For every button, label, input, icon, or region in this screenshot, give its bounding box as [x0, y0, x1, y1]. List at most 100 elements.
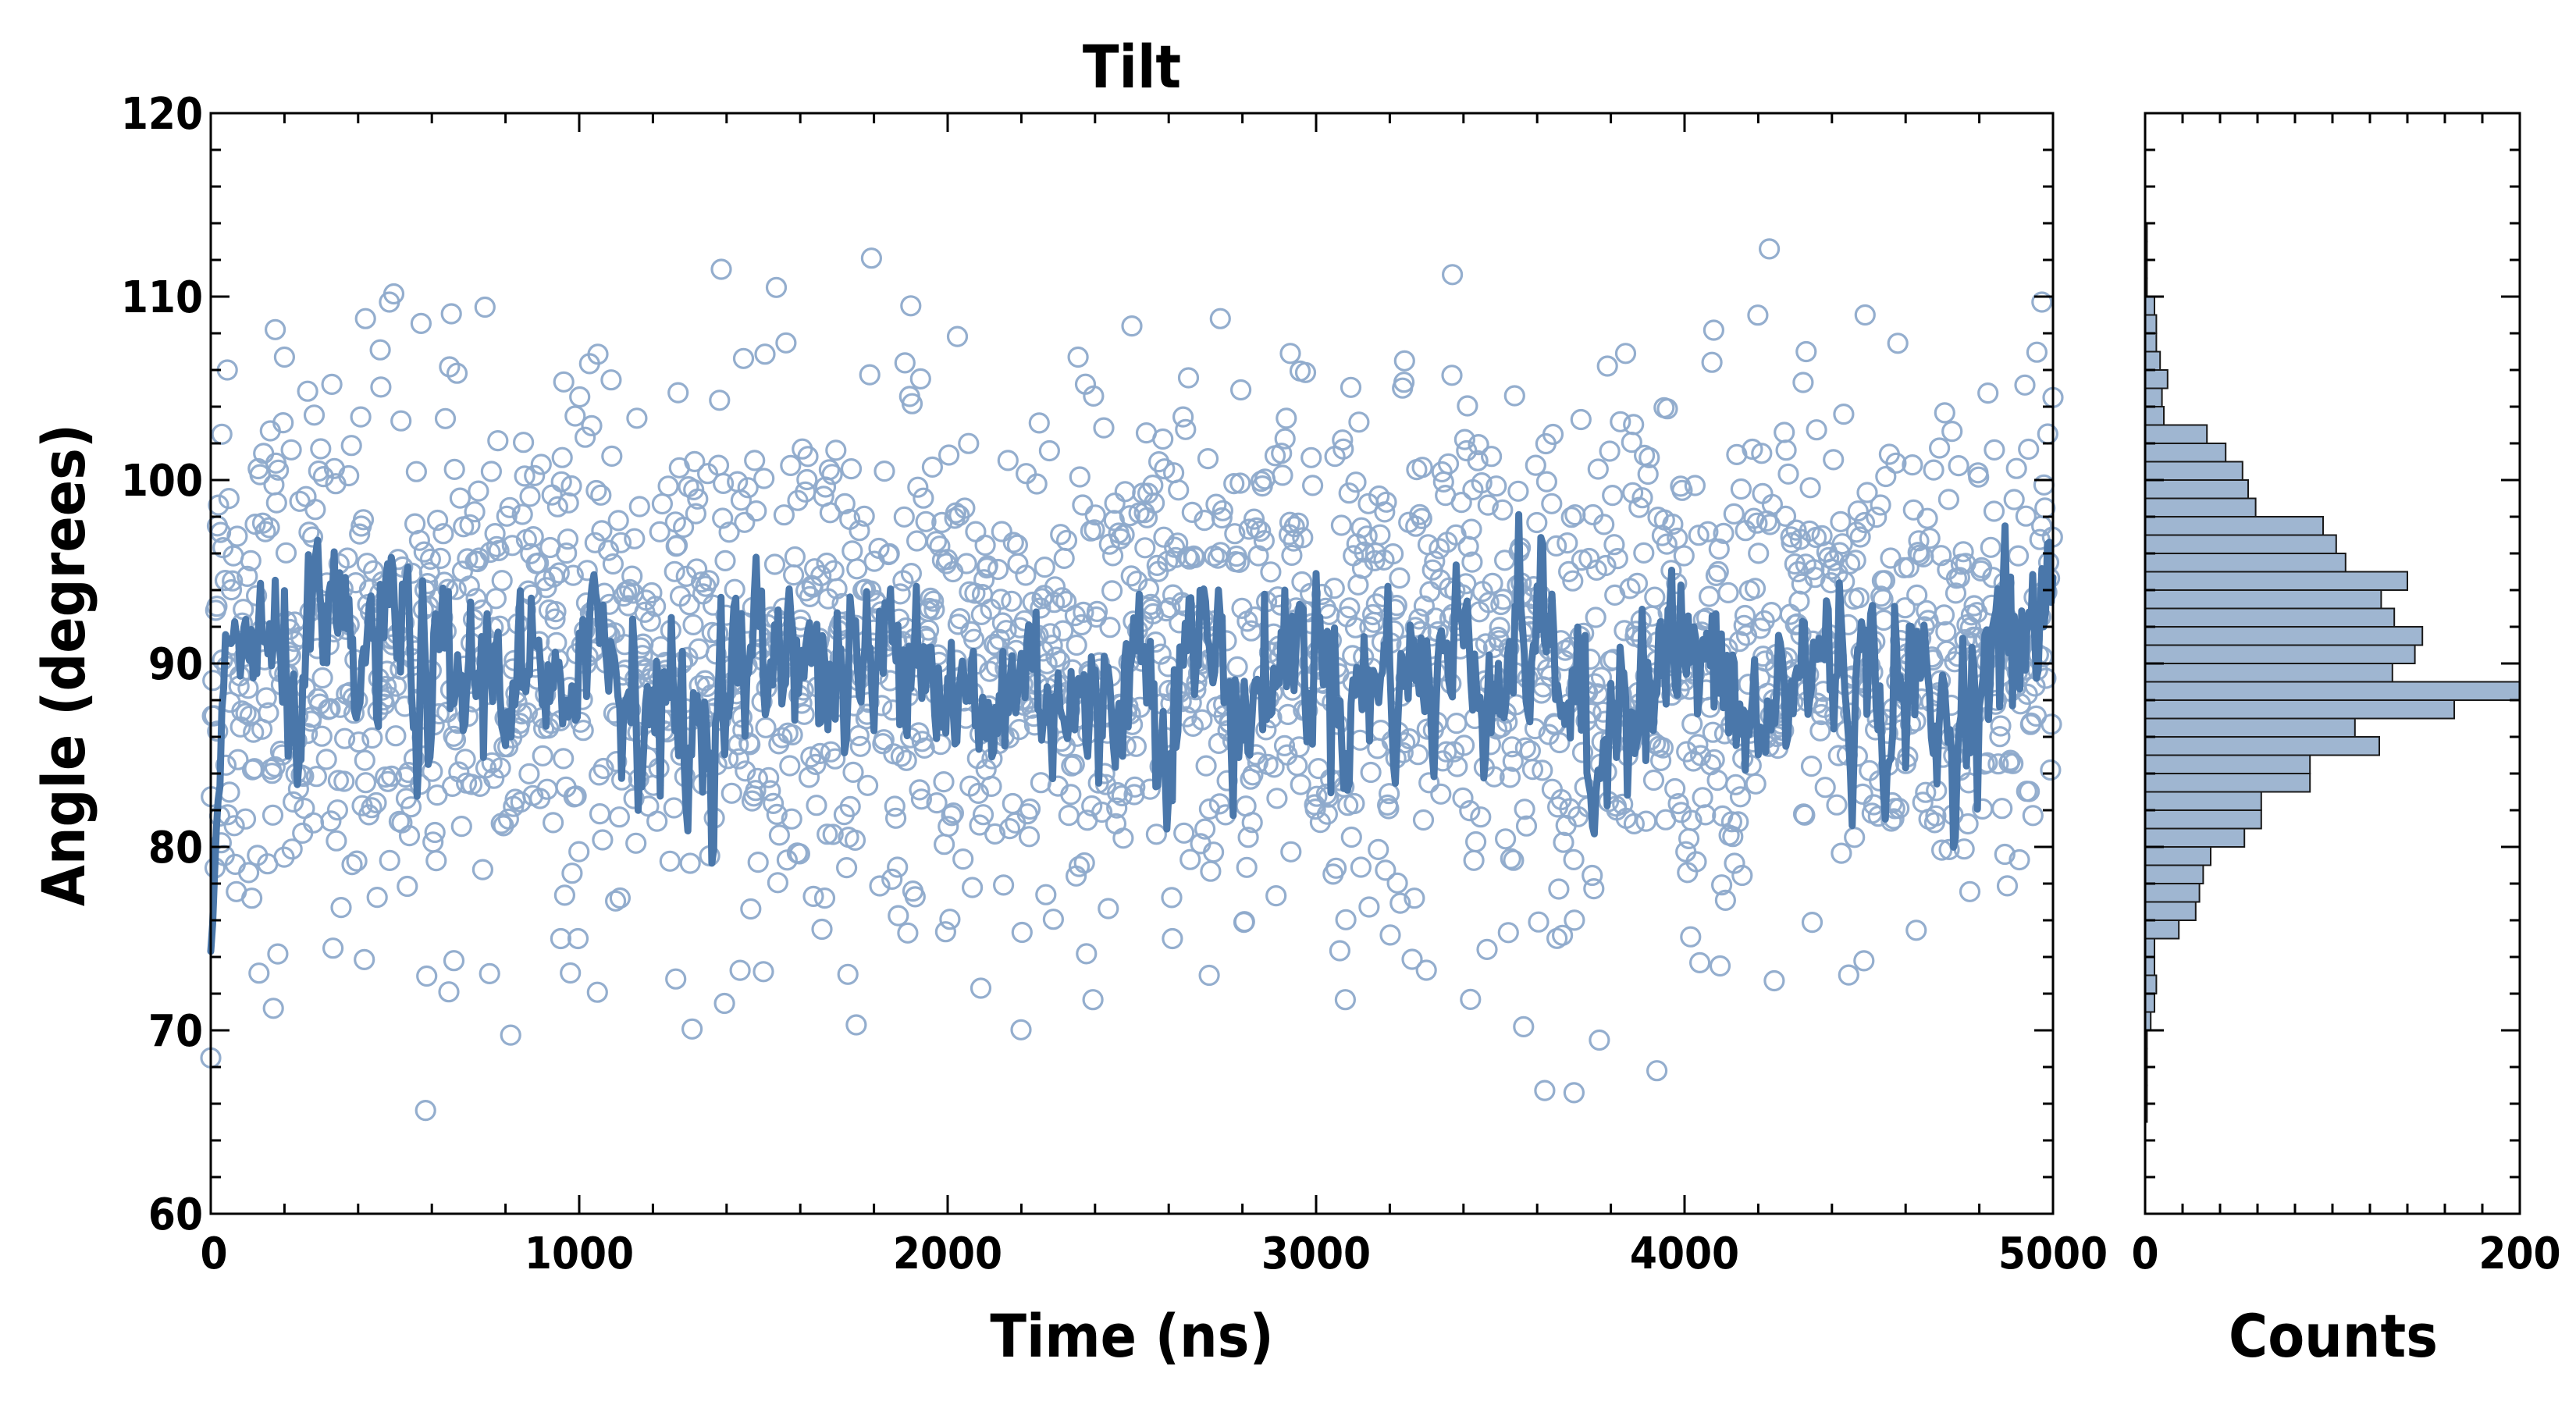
scatter-point [1925, 805, 1947, 827]
scatter-point [568, 841, 590, 863]
scatter-point [884, 795, 906, 817]
scatter-point [258, 702, 279, 724]
scatter-point [1028, 412, 1050, 434]
scatter-point [646, 810, 668, 832]
scatter-point [720, 782, 742, 804]
scatter-point [771, 727, 793, 749]
histogram-bar [2144, 937, 2155, 958]
scatter-point [1856, 482, 1878, 503]
scatter-point [1301, 475, 1324, 496]
histogram-bar [2144, 626, 2424, 646]
scatter-point [760, 780, 781, 802]
scatter-point [581, 414, 603, 437]
histogram-bar [2144, 717, 2356, 738]
scatter-point [1885, 452, 1907, 474]
scatter-point [998, 817, 1021, 840]
scatter-point [784, 546, 806, 568]
scatter-point [1614, 620, 1635, 642]
scatter-point [443, 950, 465, 972]
scatter-point [546, 496, 569, 518]
scatter-point [610, 532, 632, 553]
scatter-point [206, 596, 228, 617]
scatter-point [625, 832, 647, 854]
scatter-point [816, 552, 838, 574]
scatter-point [900, 562, 923, 585]
scatter-point [1729, 786, 1752, 808]
scatter-point [1705, 564, 1727, 587]
scatter-point [887, 856, 909, 878]
scatter-point [1335, 909, 1357, 930]
scatter-point [524, 464, 546, 487]
scatter-point [906, 530, 928, 552]
scatter-point [1460, 988, 1482, 1011]
histogram-bar [2144, 369, 2169, 389]
scatter-point [1247, 545, 1269, 567]
scatter-point [223, 815, 245, 837]
scatter-point [1323, 578, 1345, 599]
scatter-point [813, 887, 836, 909]
scatter-point [888, 905, 909, 927]
scatter-point [369, 339, 391, 361]
scatter-point [909, 779, 930, 801]
scatter-point [1902, 499, 1924, 521]
scatter-point [1987, 753, 2009, 775]
scatter-point [585, 479, 607, 502]
scatter-point [336, 547, 358, 569]
scatter-point [1595, 554, 1617, 577]
scatter-point [574, 426, 596, 448]
scatter-point [1332, 429, 1354, 451]
scatter-point [900, 295, 922, 317]
scatter-point [1724, 852, 1745, 874]
scatter-point [1650, 749, 1672, 772]
scatter-point [1039, 623, 1062, 645]
smoothed-line-layer [207, 510, 2057, 955]
scatter-point [2002, 752, 2024, 774]
scatter-point [1941, 420, 1963, 443]
scatter-point [468, 547, 490, 569]
scatter-point [1873, 570, 1896, 592]
scatter-point [227, 749, 249, 770]
scatter-point [983, 633, 1005, 656]
scatter-point [1990, 715, 2012, 737]
histogram-bar [2144, 773, 2311, 793]
histogram-bar [2144, 974, 2158, 994]
scatter-point [1524, 717, 1546, 740]
scatter-point [1072, 494, 1094, 516]
scatter-point [1378, 798, 1400, 820]
scatter-point [522, 525, 544, 548]
scatter-point [788, 843, 811, 865]
scatter-point [1662, 513, 1684, 535]
scatter-point [258, 517, 280, 539]
scatter-point [1099, 617, 1121, 638]
scatter-point [729, 959, 751, 981]
scatter-point [651, 493, 674, 515]
scatter-point [557, 528, 579, 550]
scatter-point [544, 608, 566, 630]
scatter-point [1008, 718, 1030, 741]
scatter-point [1147, 450, 1170, 473]
scatter-point [1086, 600, 1108, 623]
histogram-bar [2144, 827, 2246, 848]
scatter-point [657, 475, 679, 497]
scatter-point [1060, 784, 1082, 806]
scatter-point [1339, 597, 1361, 619]
scatter-point [1073, 852, 1095, 874]
scatter-point [240, 550, 262, 572]
scatter-point [1471, 471, 1493, 494]
scatter-point [1968, 466, 1990, 488]
scatter-point [1370, 719, 1392, 742]
x-tick-label: 5000 [1998, 1229, 2108, 1279]
histogram-bar [2144, 993, 2155, 1013]
scatter-point [532, 745, 553, 767]
scatter-point [1441, 365, 1463, 386]
scatter-point [1044, 576, 1066, 598]
scatter-point [1292, 527, 1314, 549]
scatter-point [2019, 781, 2041, 802]
x-tick-label: 3000 [1261, 1229, 1371, 1279]
y-tick-label: 70 [148, 1006, 203, 1057]
scatter-point [297, 380, 318, 402]
scatter-point [1847, 500, 1869, 522]
scatter-point [1673, 545, 1695, 567]
scatter-point [2014, 374, 2036, 396]
